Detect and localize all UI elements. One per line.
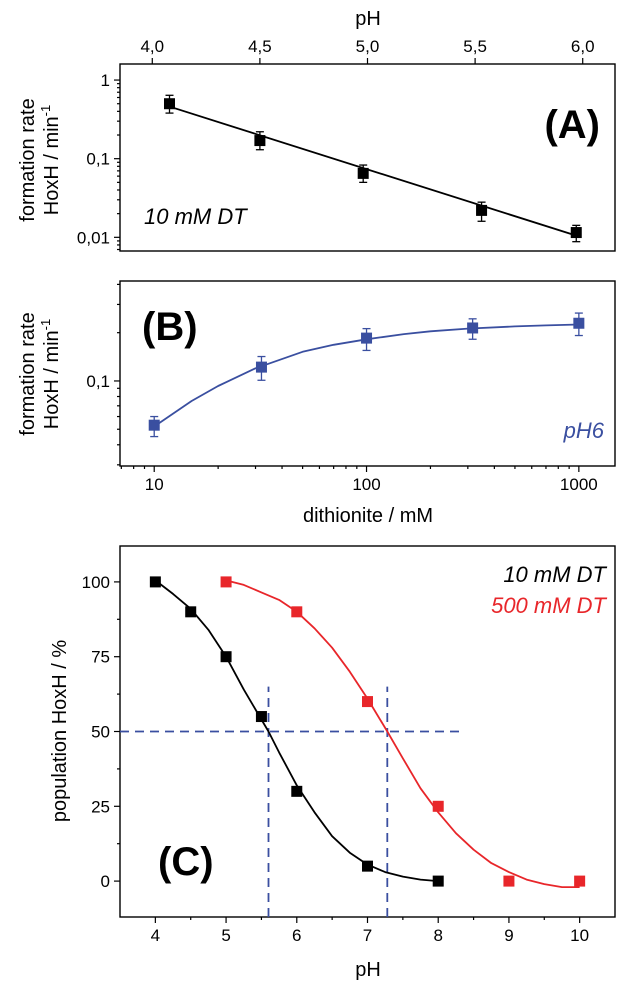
panel-b-y-label: formation rate HoxH / min-1 xyxy=(17,312,63,435)
panel-a-x-tick-label: 6,0 xyxy=(571,37,595,56)
legend-item-10mm: 10 mM DT xyxy=(503,562,607,587)
panel-a-x-tick-label: 5,0 xyxy=(356,37,380,56)
panel-a-letter: (A) xyxy=(544,103,600,147)
panel-a-y-ticks: 0,01 0,1 1 xyxy=(77,71,120,251)
panel-c-letter: (C) xyxy=(158,840,214,884)
panel-a-data-point xyxy=(164,98,175,110)
panel-a-y-tick-label: 1 xyxy=(101,71,110,90)
panel-a-y-tick-label: 0,01 xyxy=(77,228,110,247)
panel-c-data-point xyxy=(432,800,444,812)
panel-b-data-point xyxy=(573,317,585,329)
panel-a-x-tick-label: 5,5 xyxy=(463,37,487,56)
panel-a-fit-line xyxy=(169,105,577,237)
panel-c-x-tick-label: 10 xyxy=(570,926,589,945)
panel-c-x-tick-label: 7 xyxy=(363,926,372,945)
panel-c-data-point xyxy=(503,875,515,887)
panel-a-x-tick-label: 4,0 xyxy=(140,37,164,56)
panel-b-plot xyxy=(148,312,585,438)
panel-b-y-label-line1: formation rate xyxy=(17,312,39,435)
panel-b-x-tick-label: 100 xyxy=(352,475,380,494)
panel-a-data-point xyxy=(254,135,266,147)
panel-a-data-point xyxy=(570,227,582,239)
panel-a-y-label-line2: HoxH / min-1 xyxy=(38,105,63,215)
panel-b-x-tick-label: 1000 xyxy=(560,475,598,494)
panel-c-data-point xyxy=(362,860,373,872)
legend-item-500mm: 500 mM DT xyxy=(491,593,607,618)
panel-c-y-ticks: 0 25 50 75 100 xyxy=(82,573,120,891)
panel-c-data-point xyxy=(149,576,161,588)
panel-b-data-point xyxy=(255,361,267,373)
panel-c-data-point xyxy=(185,606,197,618)
panel-b-x-label: dithionite / mM xyxy=(303,505,433,527)
panel-c-data-point xyxy=(362,696,373,708)
panel-c-data-point xyxy=(255,711,267,723)
panel-a-plot xyxy=(164,94,582,243)
panel-c-y-tick-label: 50 xyxy=(91,723,110,742)
panel-c-y-tick-label: 25 xyxy=(91,797,110,816)
panel-b-y-tick-label: 0,1 xyxy=(86,372,110,391)
panel-b-annotation: pH6 xyxy=(563,418,605,443)
panel-b-letter: (B) xyxy=(142,305,198,349)
panel-a-y-label-line1: formation rate xyxy=(17,98,39,221)
panel-c-y-tick-label: 0 xyxy=(101,872,110,891)
panel-b-y-ticks: 0,1 xyxy=(86,283,120,466)
panel-c-data-point xyxy=(574,875,586,887)
panel-c-data-point xyxy=(291,785,303,797)
panel-a-data-point xyxy=(476,204,488,216)
panel-a-annotation: 10 mM DT xyxy=(144,204,248,229)
panel-b-data-point xyxy=(148,419,160,431)
panel-c-data-point xyxy=(220,651,232,663)
panel-a-y-label: formation rate HoxH / min-1 xyxy=(17,98,63,221)
panel-b-y-label-superscript: -1 xyxy=(38,319,53,331)
panel-c-fit-curve-1 xyxy=(225,579,580,888)
panel-b-x-ticks: 10 100 1000 xyxy=(120,466,598,494)
panel-c-x-tick-label: 5 xyxy=(221,926,230,945)
panel-c-reference-lines xyxy=(120,686,463,917)
panel-a-data-point xyxy=(357,167,369,179)
panel-c-x-tick-label: 8 xyxy=(433,926,442,945)
panel-c-x-tick-label: 6 xyxy=(292,926,301,945)
panel-c-legend: 10 mM DT 500 mM DT xyxy=(491,562,607,618)
panel-a-y-label-superscript: -1 xyxy=(38,105,53,117)
panel-c-data-point xyxy=(220,576,232,588)
panel-c: 4 5 6 7 8 9 10 0 25 50 75 100 pH population HoxH /… xyxy=(49,545,616,981)
panel-c-x-tick-label: 9 xyxy=(504,926,513,945)
panel-c-x-label: pH xyxy=(355,959,381,981)
panel-b-x-tick-label: 10 xyxy=(145,475,164,494)
panel-c-fit-curve-0 xyxy=(154,579,439,882)
panel-a-x-tick-label: 4,5 xyxy=(248,37,272,56)
panel-c-y-tick-label: 100 xyxy=(82,573,110,592)
panel-c-x-ticks: 4 5 6 7 8 9 10 xyxy=(151,917,589,945)
panel-a-x-ticks: 4,0 4,5 5,0 5,5 6,0 xyxy=(140,37,595,64)
panel-a-y-label-main: HoxH / min xyxy=(41,116,63,215)
panel-a-y-tick-label: 0,1 xyxy=(86,150,110,169)
panel-c-data-point xyxy=(432,875,444,887)
panel-a: 4,0 4,5 5,0 5,5 6,0 0,01 0,1 1 pH (A) 10 mM DT… xyxy=(17,8,616,252)
panel-a-x-label: pH xyxy=(355,8,381,30)
panel-c-y-label: population HoxH / % xyxy=(49,640,71,823)
panel-c-plot xyxy=(149,576,586,888)
panel-b: 10 100 1000 0,1 dithionite / mM (B) pH6 fo… xyxy=(17,280,616,527)
panel-b-y-label-main: HoxH / min xyxy=(41,330,63,429)
panel-b-data-point xyxy=(361,332,373,344)
panel-b-data-point xyxy=(467,322,479,334)
panel-c-data-point xyxy=(291,606,303,618)
panel-c-x-tick-label: 4 xyxy=(151,926,160,945)
panel-b-frame xyxy=(119,280,616,467)
panel-c-y-tick-label: 75 xyxy=(91,648,110,667)
panel-b-y-label-line2: HoxH / min-1 xyxy=(38,319,63,429)
